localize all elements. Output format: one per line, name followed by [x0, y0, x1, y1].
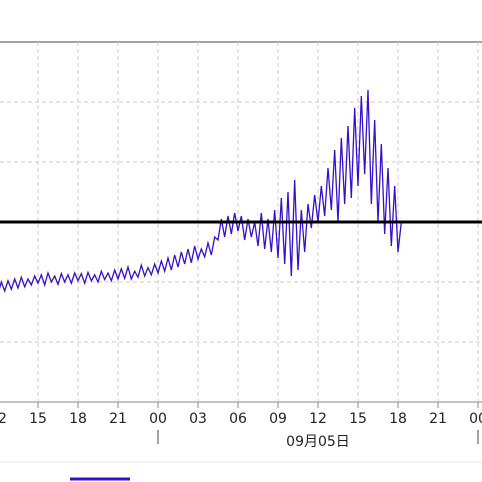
x-tick-label: 03	[189, 411, 207, 427]
x-tick-label: 12	[0, 411, 7, 427]
x-tick-label: 15	[349, 411, 367, 427]
day-label: 04日	[0, 434, 1, 450]
day-label: 09月05日	[286, 434, 350, 450]
x-tick-label: 06	[229, 411, 247, 427]
x-tick-label: 00	[149, 411, 167, 427]
x-tick-label: 09	[269, 411, 287, 427]
x-tick-label: 18	[69, 411, 87, 427]
series-line	[0, 89, 402, 293]
x-tick-label: 12	[309, 411, 327, 427]
x-tick-label: 18	[389, 411, 407, 427]
x-tick-label: 15	[29, 411, 47, 427]
x-tick-label: 00	[469, 411, 482, 427]
x-tick-label: 21	[429, 411, 447, 427]
x-tick-label: 21	[109, 411, 127, 427]
